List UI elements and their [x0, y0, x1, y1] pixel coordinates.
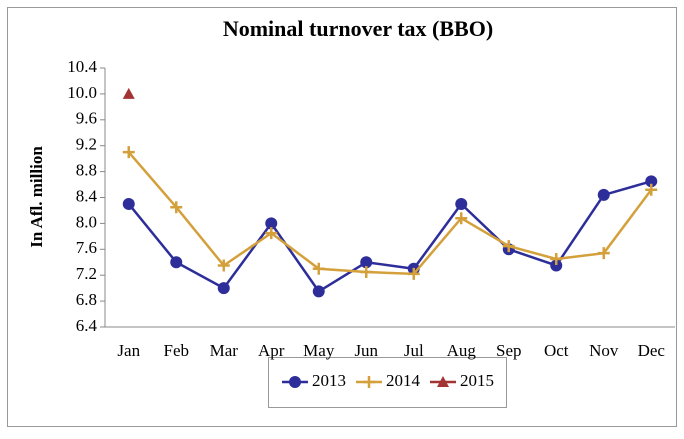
marker — [170, 201, 183, 214]
y-tick-label: 8.4 — [76, 186, 98, 205]
marker — [597, 188, 610, 201]
marker — [312, 285, 325, 298]
y-tick-label: 6.4 — [76, 316, 98, 335]
y-tick-label: 8.8 — [76, 161, 97, 180]
marker — [312, 262, 325, 275]
chart-title: Nominal turnover tax (BBO) — [223, 16, 493, 41]
marker — [217, 259, 230, 272]
x-tick-label: Jan — [117, 341, 140, 360]
chart-frame — [7, 7, 677, 427]
x-tick-label: Dec — [638, 341, 666, 360]
legend-label: 2014 — [386, 371, 421, 390]
marker — [455, 212, 468, 225]
x-tick-label: Jul — [404, 341, 424, 360]
marker — [360, 256, 373, 269]
marker — [597, 247, 610, 260]
marker — [122, 87, 135, 99]
series-line — [127, 151, 653, 276]
marker — [122, 146, 135, 159]
y-axis-label: In Afl. million — [27, 146, 46, 248]
legend-frame — [268, 357, 507, 408]
x-tick-label: Mar — [210, 341, 239, 360]
x-tick-label: Feb — [164, 341, 190, 360]
marker — [550, 259, 563, 272]
marker — [265, 227, 278, 240]
y-tick-label: 9.6 — [76, 109, 97, 128]
y-tick-label: 10.0 — [67, 83, 97, 102]
marker — [455, 197, 468, 210]
marker — [502, 240, 515, 253]
x-tick-label: Jun — [354, 341, 378, 360]
marker — [217, 282, 230, 295]
legend-label: 2013 — [312, 371, 346, 390]
y-tick-label: 7.6 — [76, 238, 97, 257]
marker — [360, 265, 373, 278]
marker — [645, 175, 658, 188]
marker — [265, 217, 278, 230]
marker — [122, 197, 135, 210]
marker — [645, 183, 658, 196]
x-tick-label: Aug — [447, 341, 477, 360]
x-tick-label: Oct — [544, 341, 569, 360]
legend-marker — [289, 376, 301, 388]
y-tick-label: 9.2 — [76, 135, 97, 154]
marker — [170, 256, 183, 269]
y-tick-label: 10.4 — [67, 57, 97, 76]
legend-marker — [363, 376, 375, 388]
legend-label: 2015 — [460, 371, 494, 390]
series-line — [127, 180, 652, 294]
x-tick-label: Sep — [496, 341, 522, 360]
y-tick-label: 8.0 — [76, 212, 97, 231]
legend-marker — [437, 376, 449, 387]
y-tick-label: 6.8 — [76, 290, 97, 309]
x-tick-label: May — [303, 341, 335, 360]
marker — [550, 253, 563, 266]
x-tick-label: Apr — [258, 341, 285, 360]
y-tick-label: 7.2 — [76, 264, 97, 283]
x-tick-label: Nov — [589, 341, 619, 360]
marker — [407, 267, 420, 280]
